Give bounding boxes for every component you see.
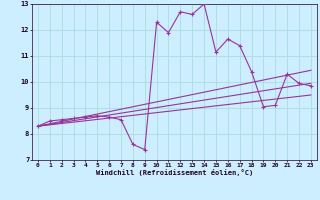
X-axis label: Windchill (Refroidissement éolien,°C): Windchill (Refroidissement éolien,°C) <box>96 169 253 176</box>
